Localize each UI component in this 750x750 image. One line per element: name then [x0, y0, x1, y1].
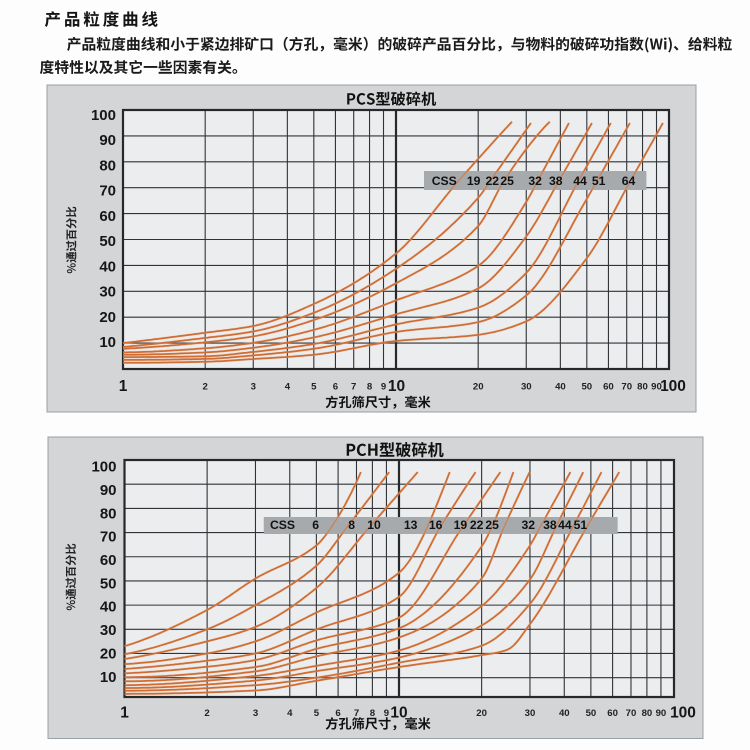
svg-text:90: 90: [651, 382, 662, 393]
svg-text:100: 100: [91, 107, 116, 124]
svg-text:64: 64: [622, 174, 636, 188]
svg-text:3: 3: [253, 708, 258, 719]
svg-text:30: 30: [99, 284, 116, 301]
svg-text:5: 5: [311, 382, 317, 393]
svg-text:16: 16: [429, 518, 443, 532]
svg-text:2: 2: [203, 382, 208, 393]
svg-text:22: 22: [470, 518, 484, 532]
svg-text:60: 60: [607, 708, 618, 719]
svg-text:6: 6: [335, 708, 340, 719]
svg-text:51: 51: [574, 518, 588, 532]
svg-text:50: 50: [99, 233, 116, 250]
svg-text:7: 7: [351, 382, 356, 393]
svg-text:40: 40: [99, 258, 116, 275]
svg-text:90: 90: [656, 708, 667, 719]
svg-text:100: 100: [660, 378, 686, 395]
svg-text:6: 6: [333, 382, 338, 393]
svg-text:10: 10: [388, 378, 405, 395]
svg-text:7: 7: [354, 708, 359, 719]
svg-text:6: 6: [312, 518, 319, 532]
svg-text:32: 32: [522, 518, 536, 532]
svg-text:8: 8: [348, 518, 355, 532]
svg-text:1: 1: [120, 705, 129, 722]
svg-text:44: 44: [573, 174, 587, 188]
svg-text:80: 80: [99, 157, 116, 174]
svg-text:10: 10: [100, 669, 117, 686]
svg-text:40: 40: [559, 708, 570, 719]
svg-text:30: 30: [521, 382, 532, 393]
svg-text:50: 50: [581, 382, 592, 393]
svg-text:22: 22: [486, 174, 500, 188]
svg-text:4: 4: [285, 382, 291, 393]
svg-text:1: 1: [119, 378, 128, 395]
svg-text:60: 60: [99, 208, 116, 225]
svg-text:2: 2: [204, 708, 209, 719]
svg-text:38: 38: [543, 518, 557, 532]
svg-text:100: 100: [670, 705, 696, 722]
svg-text:80: 80: [100, 505, 117, 522]
svg-text:70: 70: [626, 708, 637, 719]
svg-text:19: 19: [467, 174, 481, 188]
svg-text:60: 60: [100, 552, 117, 569]
svg-text:CSS: CSS: [432, 174, 457, 188]
svg-text:70: 70: [100, 529, 117, 546]
svg-text:9: 9: [381, 382, 386, 393]
svg-text:10: 10: [99, 334, 116, 351]
svg-text:30: 30: [100, 622, 117, 639]
svg-text:90: 90: [99, 132, 116, 149]
svg-text:38: 38: [549, 174, 563, 188]
svg-text:25: 25: [485, 518, 499, 532]
svg-text:50: 50: [100, 575, 117, 592]
svg-text:44: 44: [558, 518, 572, 532]
svg-text:70: 70: [99, 183, 116, 200]
svg-text:80: 80: [642, 708, 653, 719]
svg-text:20: 20: [99, 309, 116, 326]
svg-text:13: 13: [404, 518, 418, 532]
svg-text:19: 19: [454, 518, 468, 532]
svg-text:32: 32: [528, 174, 542, 188]
svg-text:20: 20: [100, 646, 117, 663]
svg-text:CSS: CSS: [270, 518, 295, 532]
svg-text:8: 8: [370, 708, 376, 719]
svg-text:30: 30: [525, 708, 536, 719]
svg-text:5: 5: [314, 708, 320, 719]
svg-text:40: 40: [100, 599, 117, 616]
svg-text:100: 100: [91, 459, 116, 476]
svg-text:60: 60: [603, 382, 614, 393]
svg-text:9: 9: [384, 708, 389, 719]
svg-text:40: 40: [555, 382, 566, 393]
svg-text:10: 10: [390, 705, 407, 722]
svg-text:70: 70: [621, 382, 632, 393]
svg-text:4: 4: [287, 708, 293, 719]
svg-text:90: 90: [100, 482, 117, 499]
svg-text:50: 50: [586, 708, 597, 719]
svg-text:8: 8: [367, 382, 373, 393]
svg-text:3: 3: [251, 382, 256, 393]
svg-text:51: 51: [592, 174, 606, 188]
svg-text:10: 10: [367, 518, 381, 532]
svg-text:25: 25: [500, 174, 514, 188]
svg-text:20: 20: [473, 382, 484, 393]
svg-text:20: 20: [476, 708, 487, 719]
svg-text:80: 80: [637, 382, 648, 393]
